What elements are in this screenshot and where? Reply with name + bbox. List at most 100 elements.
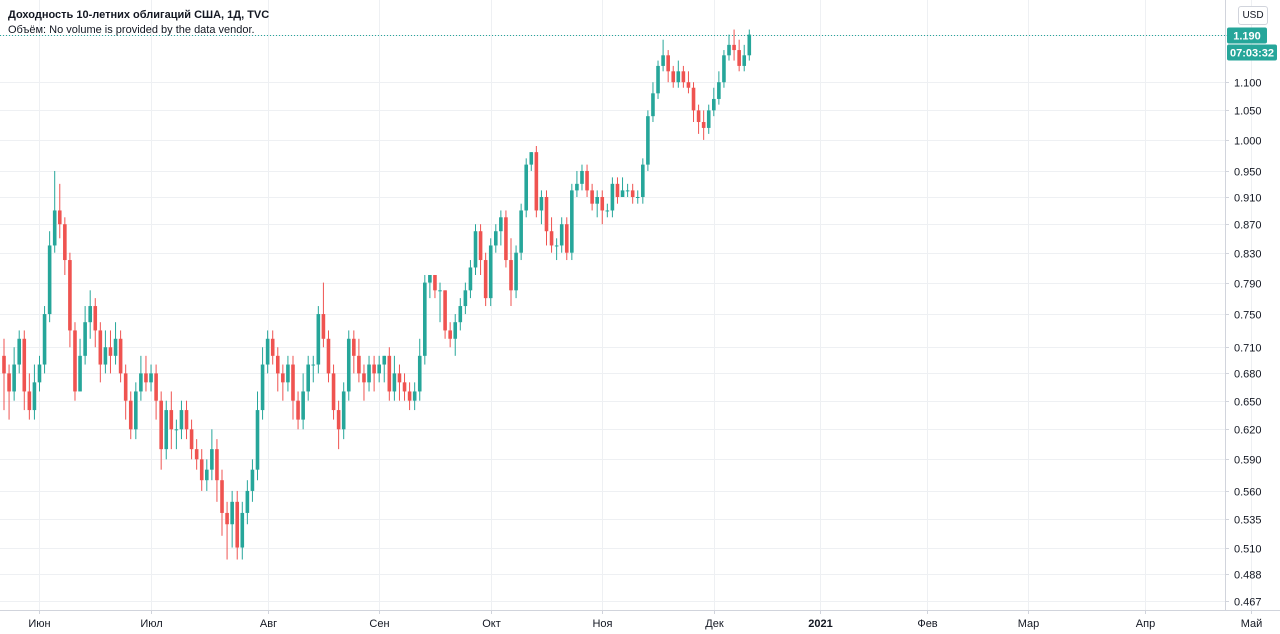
price-tick-label: 0.870 <box>1234 220 1262 232</box>
currency-button[interactable]: USD <box>1238 6 1268 25</box>
price-axis[interactable]: 11.1001.0501.0000.9500.9100.8700.8300.79… <box>1225 31 1262 609</box>
candle-body <box>139 373 143 392</box>
price-tick-label: 0.590 <box>1234 455 1262 467</box>
symbol-title[interactable]: Доходность 10-летних облигаций США, 1Д, … <box>8 9 270 21</box>
candle-body <box>428 274 432 283</box>
candle <box>443 290 447 339</box>
candle-body <box>651 93 655 117</box>
time-tick-label: Мар <box>1018 618 1040 630</box>
candle <box>727 34 731 61</box>
candle-body <box>712 98 716 111</box>
candle-body <box>747 34 752 56</box>
time-axis[interactable]: Июн Июл Авг Сен Окт Ноя Дек 2021 Фев Мар Апр Май <box>28 610 1262 630</box>
candle-body <box>164 410 169 450</box>
candle-body <box>463 290 468 307</box>
candle <box>686 71 691 94</box>
candle <box>499 210 503 246</box>
candle-body <box>382 355 387 365</box>
candle <box>625 183 630 198</box>
candle-body <box>641 164 645 198</box>
candle <box>235 490 240 560</box>
candle-body <box>113 338 118 356</box>
candle <box>159 391 163 470</box>
candle <box>514 245 518 299</box>
candle <box>534 145 539 218</box>
candle <box>509 238 513 307</box>
candle-body <box>676 71 681 83</box>
candle-body <box>2 355 6 374</box>
candle <box>215 439 219 502</box>
candle-body <box>78 355 82 392</box>
candle <box>544 190 549 246</box>
candle <box>326 330 331 383</box>
candle <box>575 170 579 198</box>
candle <box>600 190 605 225</box>
time-tick-label: Май <box>1241 618 1263 630</box>
candle-body <box>250 469 255 491</box>
candle-body <box>478 231 483 261</box>
candle <box>220 469 224 536</box>
candle <box>524 158 529 218</box>
candle-body <box>727 44 731 56</box>
candle <box>691 82 696 123</box>
candle-body <box>519 210 523 253</box>
candle <box>93 298 98 348</box>
candle <box>554 238 559 261</box>
candle-body <box>600 197 605 211</box>
candle <box>701 110 706 140</box>
candle-body <box>696 110 701 123</box>
candle-body <box>199 459 204 481</box>
candle-body <box>483 260 488 299</box>
candle-body <box>488 245 493 299</box>
candle <box>392 355 397 401</box>
price-tick-label: 0.620 <box>1234 425 1262 437</box>
candle-body <box>316 314 321 365</box>
candle <box>189 419 194 460</box>
grid-lines <box>0 0 1252 610</box>
candle <box>362 364 366 401</box>
candle-body <box>83 322 87 356</box>
candle <box>103 330 108 374</box>
candle-body <box>184 410 189 430</box>
candle-body <box>458 306 463 323</box>
time-tick-label: Апр <box>1136 618 1155 630</box>
candle-body <box>717 82 721 99</box>
candle-body <box>367 364 371 383</box>
time-tick-label: Июл <box>140 618 162 630</box>
candle <box>134 382 138 440</box>
candle-body <box>732 44 736 51</box>
candle <box>367 355 371 392</box>
candle <box>210 429 214 481</box>
candle <box>585 164 589 198</box>
candle <box>580 164 584 191</box>
candle-body <box>534 152 539 211</box>
candle-body <box>377 364 381 374</box>
candle-body <box>701 122 706 128</box>
candle <box>732 29 736 61</box>
candle <box>240 501 245 560</box>
candle <box>169 391 174 450</box>
candle <box>453 314 458 356</box>
price-tick-label: 0.650 <box>1234 397 1262 409</box>
candle-body <box>134 391 138 430</box>
candle-body <box>620 190 625 198</box>
candle-body <box>301 391 305 420</box>
price-tick-label: 0.488 <box>1234 570 1262 582</box>
candle-body <box>149 373 153 383</box>
candle-body <box>595 197 599 204</box>
candle-body <box>52 210 57 246</box>
candle <box>73 322 77 401</box>
candle-body <box>605 210 610 212</box>
candle-body <box>291 364 295 401</box>
candle-body <box>12 364 16 392</box>
candle-body <box>661 55 665 66</box>
candle <box>245 480 250 525</box>
price-tick-label: 0.710 <box>1234 343 1262 355</box>
candle <box>605 203 610 218</box>
candle <box>52 170 57 253</box>
candle <box>63 217 67 275</box>
candle-body <box>559 224 564 246</box>
volume-note: Объём: No volume is provided by the data… <box>8 24 255 36</box>
price-tick-label: 1.050 <box>1234 106 1262 118</box>
